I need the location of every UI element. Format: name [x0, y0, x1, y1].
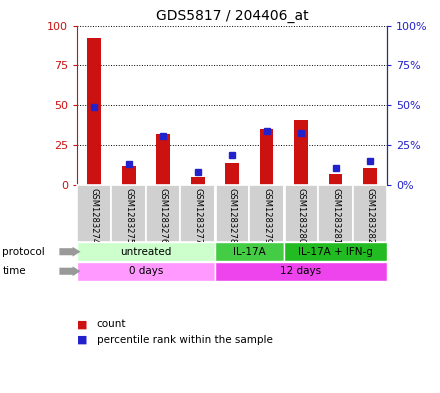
Bar [191, 177, 205, 185]
Text: GSM1283277: GSM1283277 [193, 188, 202, 244]
Text: percentile rank within the sample: percentile rank within the sample [97, 335, 273, 345]
Text: GSM1283276: GSM1283276 [159, 188, 168, 244]
Text: GSM1283280: GSM1283280 [297, 188, 305, 244]
Text: GSM1283275: GSM1283275 [124, 188, 133, 244]
Text: GSM1283274: GSM1283274 [90, 188, 99, 244]
Bar [215, 262, 387, 281]
Bar [363, 168, 377, 185]
Bar [353, 185, 387, 242]
Text: GSM1283281: GSM1283281 [331, 188, 340, 244]
Bar [260, 129, 274, 185]
Bar [87, 38, 101, 185]
Bar [146, 185, 180, 242]
Bar [77, 242, 215, 261]
Bar [111, 185, 146, 242]
Bar [156, 134, 170, 185]
Bar [284, 242, 387, 261]
Bar [122, 166, 136, 185]
Bar [77, 262, 215, 281]
Text: time: time [2, 266, 26, 276]
Title: GDS5817 / 204406_at: GDS5817 / 204406_at [156, 9, 308, 23]
Text: GSM1283278: GSM1283278 [227, 188, 237, 244]
Bar [77, 185, 111, 242]
Bar [294, 120, 308, 185]
Bar [284, 185, 318, 242]
Text: count: count [97, 319, 126, 329]
Text: IL-17A: IL-17A [233, 247, 266, 257]
Text: ■: ■ [77, 319, 88, 329]
Text: untreated: untreated [120, 247, 172, 257]
Bar [249, 185, 284, 242]
Bar [215, 185, 249, 242]
Text: protocol: protocol [2, 247, 45, 257]
Text: GSM1283279: GSM1283279 [262, 188, 271, 244]
Text: 12 days: 12 days [280, 266, 322, 276]
Bar [180, 185, 215, 242]
Bar [329, 174, 342, 185]
Bar [215, 242, 284, 261]
Text: GSM1283282: GSM1283282 [366, 188, 374, 244]
Bar [225, 163, 239, 185]
Text: 0 days: 0 days [129, 266, 163, 276]
Text: IL-17A + IFN-g: IL-17A + IFN-g [298, 247, 373, 257]
Bar [318, 185, 353, 242]
Text: ■: ■ [77, 335, 88, 345]
